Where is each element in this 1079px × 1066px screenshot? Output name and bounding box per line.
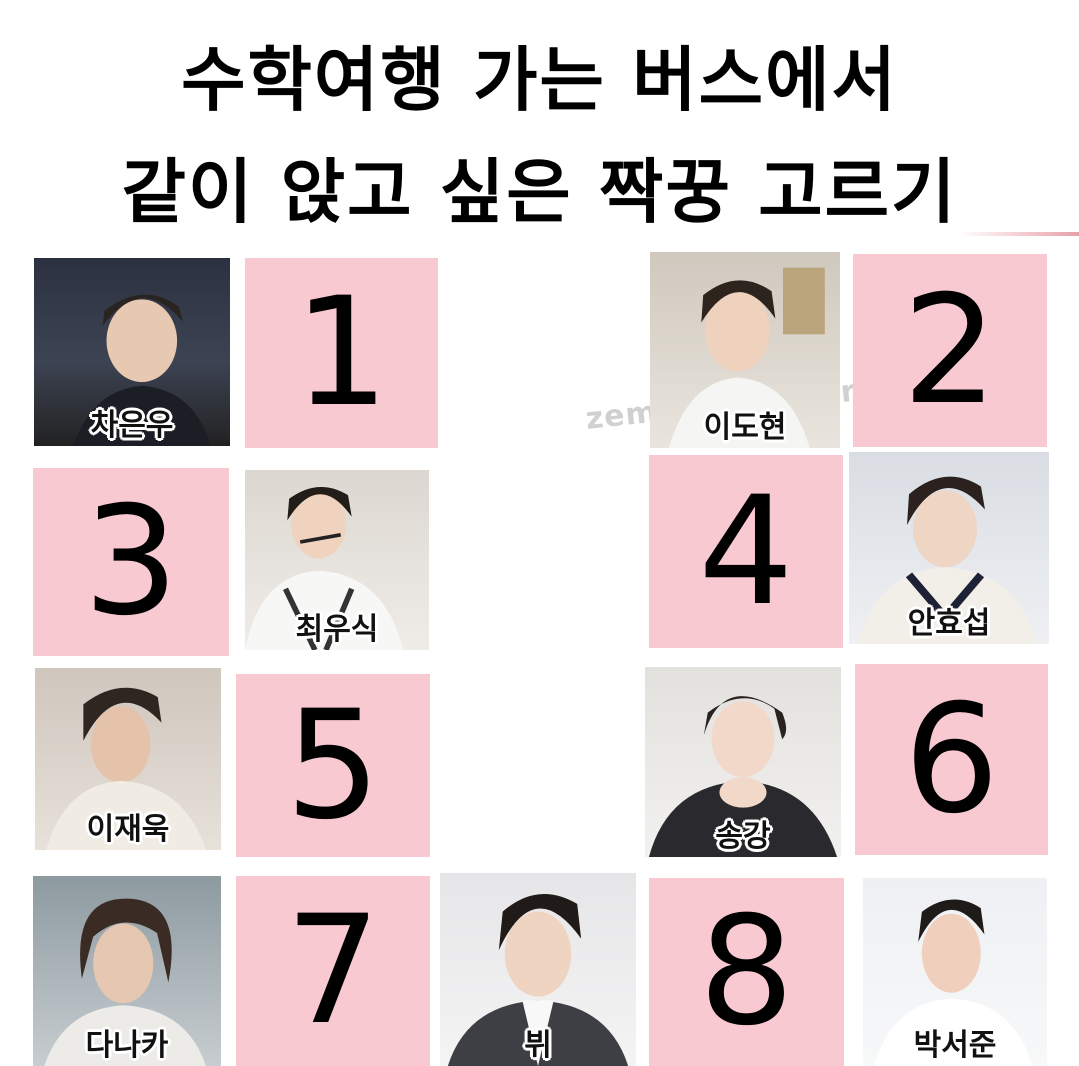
person-portrait-icon xyxy=(447,893,629,1066)
person-name: 이재욱 xyxy=(86,812,170,847)
number-tile-2[interactable]: 2 xyxy=(853,254,1047,447)
person-portrait-icon xyxy=(874,899,1033,1066)
photo-card-6[interactable]: 송강 xyxy=(645,667,841,857)
photo-card-4[interactable]: 안효섭 xyxy=(849,452,1049,644)
person-portrait-icon xyxy=(73,294,211,446)
person-portrait-icon xyxy=(648,696,838,857)
person-name: 차은우 xyxy=(90,408,174,443)
person-portrait-icon xyxy=(857,476,1037,644)
photo-card-9[interactable]: 박서준 xyxy=(863,878,1047,1066)
person-name: 이도현 xyxy=(703,410,787,445)
photo-card-8[interactable]: 뷔 xyxy=(440,873,636,1066)
photo-card-7[interactable]: 다나카 xyxy=(33,876,221,1066)
person-name: 송강 xyxy=(715,819,771,854)
person-portrait-icon xyxy=(46,687,207,850)
number-tile-8[interactable]: 8 xyxy=(649,878,844,1066)
number-tile-3[interactable]: 3 xyxy=(33,468,229,656)
photo-card-1[interactable]: 차은우 xyxy=(34,258,230,446)
title-line-1: 수학여행 가는 버스에서 xyxy=(181,39,898,121)
person-name: 박서준 xyxy=(913,1028,997,1063)
decorative-divider xyxy=(959,232,1079,236)
number-tile-1[interactable]: 1 xyxy=(245,258,438,448)
photo-card-3[interactable]: 최우식 xyxy=(245,470,429,650)
number-tile-6[interactable]: 6 xyxy=(855,664,1048,855)
title-line-2: 같이 앉고 싶은 짝꿍 고르기 xyxy=(121,151,958,233)
person-portrait-icon xyxy=(44,898,206,1066)
person-name: 안효섭 xyxy=(907,606,991,641)
person-name: 뷔 xyxy=(524,1028,552,1063)
photo-card-2[interactable]: 이도현 xyxy=(650,252,840,448)
number-tile-5[interactable]: 5 xyxy=(236,674,430,857)
person-portrait-icon xyxy=(245,487,404,650)
photo-card-5[interactable]: 이재욱 xyxy=(35,668,221,850)
number-tile-7[interactable]: 7 xyxy=(236,876,430,1066)
person-name: 최우식 xyxy=(295,612,379,647)
number-tile-4[interactable]: 4 xyxy=(649,455,843,648)
person-name: 다나카 xyxy=(85,1028,169,1063)
person-portrait-icon xyxy=(669,267,825,448)
